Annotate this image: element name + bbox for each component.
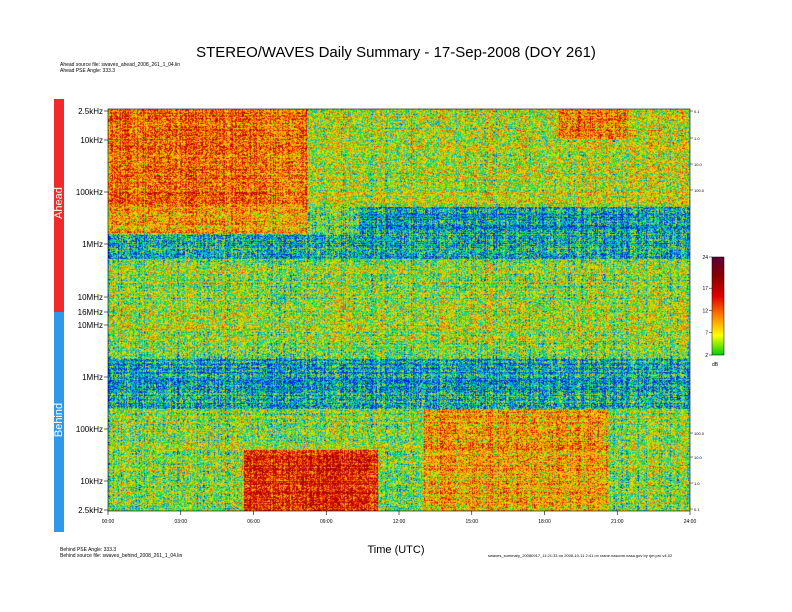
x-tick-label: 06:00 <box>247 519 260 525</box>
ahead-source-file: Ahead source file: swaves_ahead_2008_261… <box>60 62 181 68</box>
ahead-y-tick-label: 100kHz <box>76 188 103 197</box>
x-tick-label: 00:00 <box>102 519 115 525</box>
x-tick-label: 09:00 <box>320 519 333 525</box>
behind-right-tick-label: 1.0 <box>694 481 700 486</box>
x-tick-label: 03:00 <box>174 519 187 525</box>
ahead-y-tick-label: 16MHz <box>78 308 103 317</box>
colorbar-tick-label: 12 <box>702 308 708 314</box>
ahead-y-tick-label: 2.5kHz <box>78 107 103 116</box>
plot-frame <box>107 108 691 512</box>
colorbar-unit-label: dB <box>712 362 719 368</box>
behind-panel-bar: Behind <box>53 312 65 532</box>
ahead-y-tick-label: 10kHz <box>80 136 103 145</box>
x-tick-label: 15:00 <box>465 519 478 525</box>
behind-pse-angle: Behind PSE Angle: 333.3 <box>60 547 117 553</box>
x-tick-label: 21:00 <box>611 519 624 525</box>
colorbar-tick-label: 17 <box>702 286 708 292</box>
behind-right-tick-label: 0.1 <box>694 507 700 512</box>
behind-y-tick-label: 10kHz <box>80 477 103 486</box>
ahead-right-tick-label: 0.1 <box>694 109 700 114</box>
ahead-y-tick-label: 1MHz <box>82 240 103 249</box>
ahead-right-tick-label: 10.0 <box>694 162 703 167</box>
ahead-pse-angle: Ahead PSE Angle: 333.3 <box>60 68 116 74</box>
chart-title: STEREO/WAVES Daily Summary - 17-Sep-2008… <box>196 44 596 61</box>
x-tick-label: 12:00 <box>393 519 406 525</box>
ahead-panel-bar: Ahead <box>53 99 65 312</box>
behind-right-tick-label: 10.0 <box>694 455 703 460</box>
behind-y-tick-label: 1MHz <box>82 373 103 382</box>
colorbar-tick-label: 7 <box>705 331 708 337</box>
behind-y-tick-label: 100kHz <box>76 425 103 434</box>
behind-source-file: Behind source file: swaves_behind_2008_2… <box>60 553 183 559</box>
colorbar <box>711 256 725 356</box>
spectrogram-image <box>108 109 690 511</box>
colorbar-tick-label: 24 <box>702 255 708 261</box>
ahead-right-tick-label: 1.0 <box>694 136 700 141</box>
x-tick-label: 24:00 <box>684 519 697 525</box>
behind-y-tick-label: 2.5kHz <box>78 506 103 515</box>
behind-right-tick-label: 100.0 <box>694 431 705 436</box>
footer-info: swaves_summary_20080917_11:21:33 on 2008… <box>488 553 673 558</box>
colorbar-tick-label: 2 <box>705 353 708 359</box>
x-axis-label: Time (UTC) <box>367 544 425 556</box>
ahead-y-tick-label: 10MHz <box>78 293 103 302</box>
ahead-right-tick-label: 100.0 <box>694 188 705 193</box>
x-tick-label: 18:00 <box>538 519 551 525</box>
behind-y-tick-label: 10MHz <box>78 321 103 330</box>
